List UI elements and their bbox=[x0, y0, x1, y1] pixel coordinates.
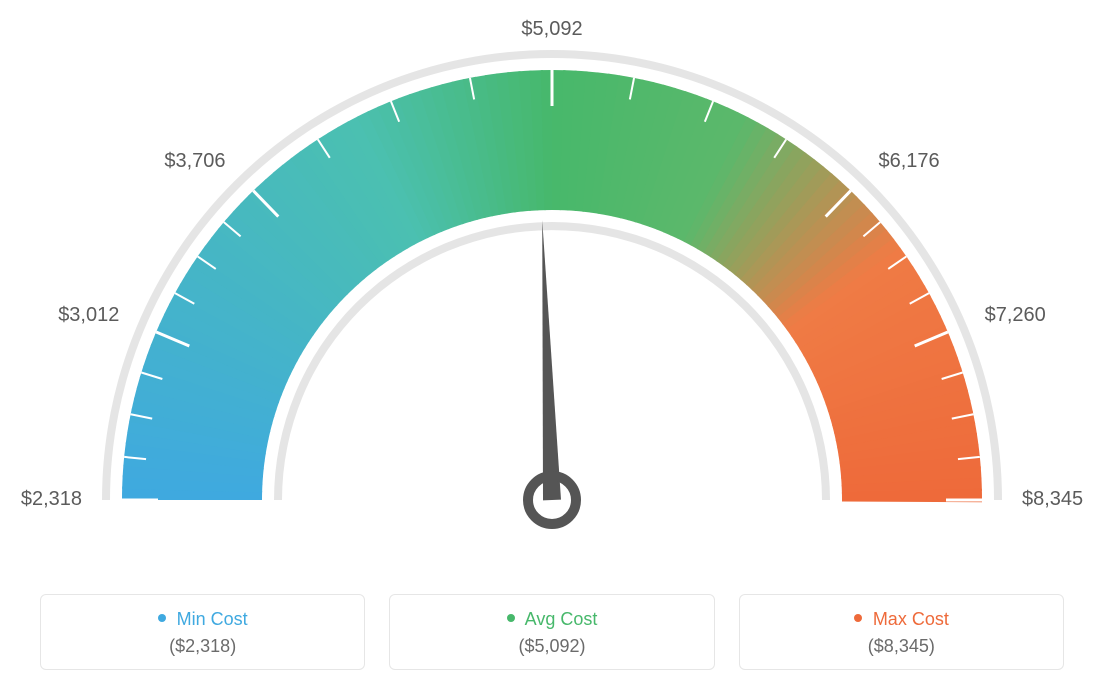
legend-title-avg: Avg Cost bbox=[400, 609, 703, 630]
cost-gauge-widget: $2,318 $3,012 $3,706 $5,092 $6,176 $7,260 $8,3… bbox=[0, 0, 1104, 690]
scale-label: $2,318 bbox=[12, 488, 82, 511]
scale-label: $6,176 bbox=[878, 150, 939, 173]
scale-label: $3,706 bbox=[156, 150, 226, 173]
legend-row: Min Cost ($2,318) Avg Cost ($5,092) Max … bbox=[40, 594, 1064, 670]
dot-icon bbox=[507, 614, 515, 622]
scale-label: $5,092 bbox=[517, 18, 587, 41]
legend-card-avg: Avg Cost ($5,092) bbox=[389, 594, 714, 670]
scale-label: $8,345 bbox=[1022, 488, 1083, 511]
gauge-chart: $2,318 $3,012 $3,706 $5,092 $6,176 $7,260 $8,3… bbox=[0, 0, 1104, 560]
legend-title-max: Max Cost bbox=[750, 609, 1053, 630]
legend-title-text: Max Cost bbox=[873, 609, 949, 629]
legend-title-min: Min Cost bbox=[51, 609, 354, 630]
legend-card-max: Max Cost ($8,345) bbox=[739, 594, 1064, 670]
legend-title-text: Min Cost bbox=[177, 609, 248, 629]
legend-card-min: Min Cost ($2,318) bbox=[40, 594, 365, 670]
dot-icon bbox=[158, 614, 166, 622]
legend-value-max: ($8,345) bbox=[750, 636, 1053, 657]
legend-value-min: ($2,318) bbox=[51, 636, 354, 657]
scale-label: $3,012 bbox=[49, 304, 119, 327]
dot-icon bbox=[854, 614, 862, 622]
legend-value-avg: ($5,092) bbox=[400, 636, 703, 657]
scale-label: $7,260 bbox=[985, 304, 1046, 327]
gauge-svg bbox=[0, 0, 1104, 560]
legend-title-text: Avg Cost bbox=[525, 609, 598, 629]
